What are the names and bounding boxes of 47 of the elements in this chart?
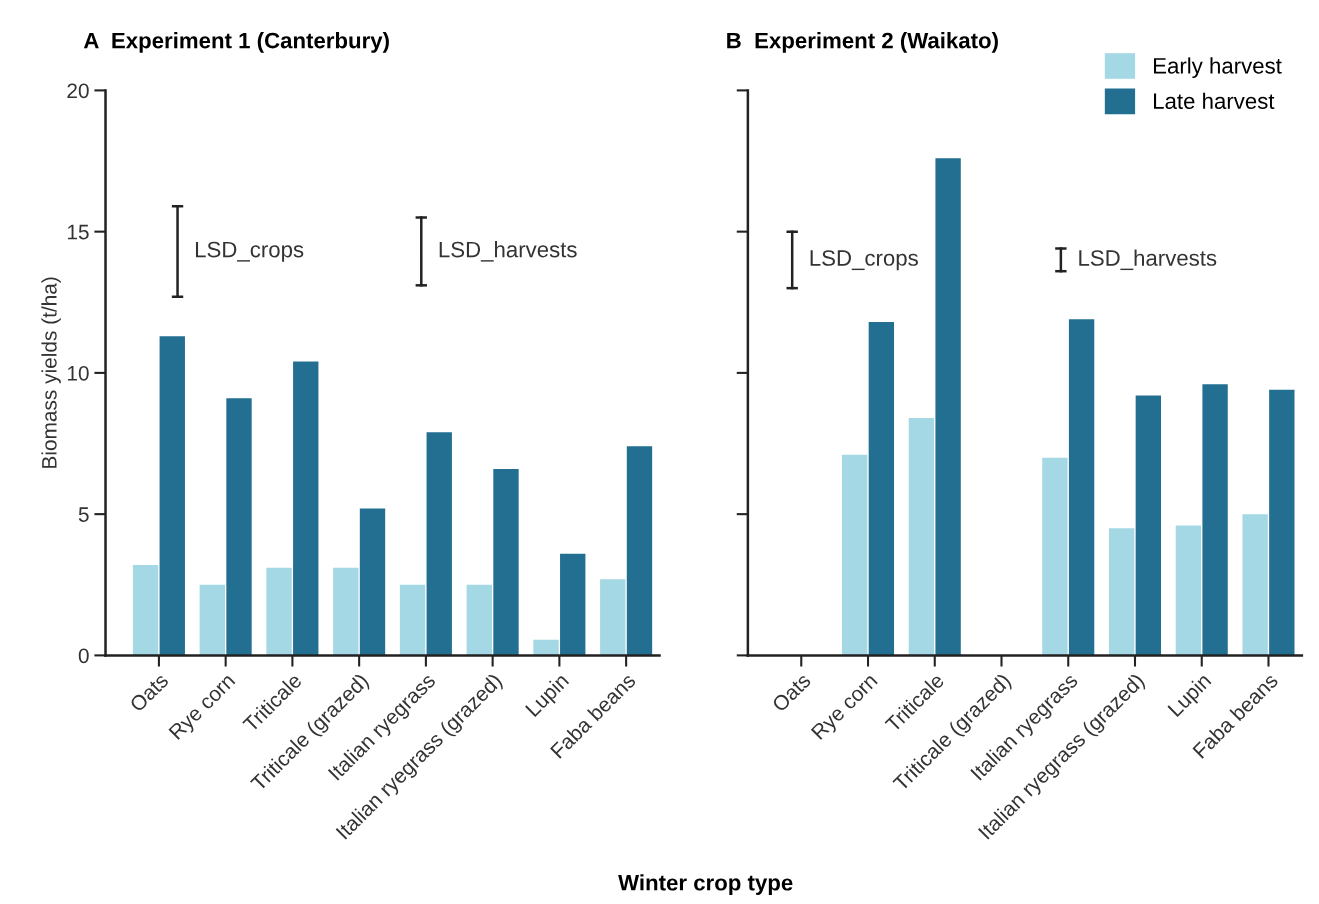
bar xyxy=(600,579,626,656)
x-axis-title: Winter crop type xyxy=(618,874,793,895)
bar xyxy=(1042,457,1068,656)
chart-title: A Experiment 1 (Canterbury) xyxy=(83,32,389,53)
bar xyxy=(293,361,319,656)
bar xyxy=(935,158,961,656)
bar xyxy=(1269,389,1295,656)
legend-label: Early harvest xyxy=(1154,57,1282,79)
bar xyxy=(132,565,159,656)
y-tick-label: 15 xyxy=(67,224,89,240)
annotation: LSD_harvests xyxy=(439,241,577,262)
x-tick-label: Rye corn xyxy=(168,672,239,743)
bar xyxy=(1068,319,1095,656)
y-tick-label: 20 xyxy=(67,83,89,99)
bar xyxy=(626,446,653,656)
bar xyxy=(199,584,225,656)
bar xyxy=(908,418,935,656)
bar xyxy=(841,454,868,656)
x-tick-label: Oats xyxy=(771,672,812,713)
y-tick-label: 5 xyxy=(78,507,89,522)
y-tick-label: 10 xyxy=(67,365,89,381)
bar xyxy=(426,432,452,656)
y-tick-label: 0 xyxy=(78,648,89,664)
bar xyxy=(466,584,492,656)
annotation: LSD_crops xyxy=(195,241,304,262)
annotation: LSD_harvests xyxy=(1079,249,1217,271)
bar xyxy=(159,336,185,656)
bar xyxy=(226,398,252,656)
x-tick-label: Rye corn xyxy=(810,672,881,743)
bar xyxy=(868,322,895,656)
y-axis-title: Biomass yields (t/ha) xyxy=(41,277,61,468)
bar xyxy=(493,468,519,656)
bar xyxy=(1242,514,1268,656)
bar xyxy=(1135,395,1162,656)
bar xyxy=(333,567,359,656)
bar xyxy=(1202,384,1228,656)
legend-label: Late harvest xyxy=(1154,92,1275,110)
annotation: LSD_crops xyxy=(810,250,918,271)
x-tick-label: Oats xyxy=(128,672,170,713)
bar xyxy=(533,639,559,656)
bar xyxy=(1108,528,1135,656)
bar xyxy=(399,584,426,656)
bar xyxy=(266,567,292,656)
bar xyxy=(560,553,586,656)
chart-title: B Experiment 2 (Waikato) xyxy=(727,32,998,53)
bar xyxy=(1175,525,1202,656)
bar xyxy=(359,508,386,656)
